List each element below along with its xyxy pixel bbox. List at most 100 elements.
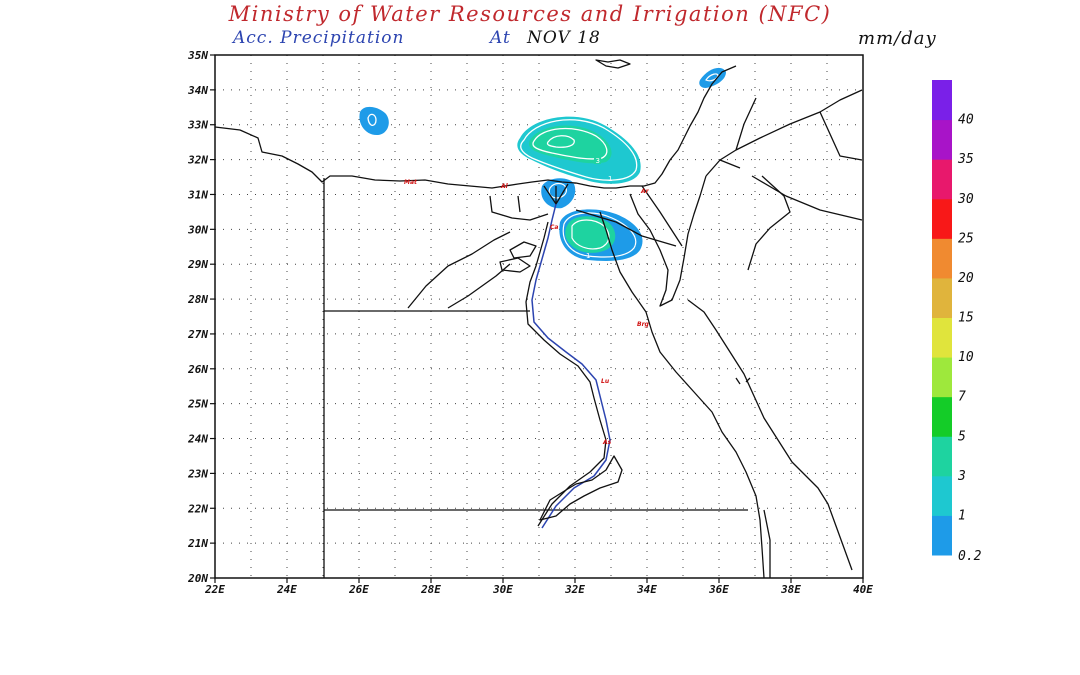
arabia-interior-borders (747, 111, 863, 271)
colorbar-label: 40 (958, 113, 974, 128)
colorbar-segment (932, 475, 952, 516)
date-label: NOV 18 (527, 28, 601, 48)
contour-label: 1 (586, 252, 590, 260)
precip-contour (562, 212, 637, 258)
sinai-east-coast (629, 175, 707, 307)
colorbar-segment (932, 119, 952, 160)
gulf-of-suez-west (599, 211, 765, 578)
lat-tick-label: 29N (187, 258, 208, 271)
mediterranean-coastline (215, 65, 737, 189)
colorbar-segment (932, 238, 952, 279)
colorbar-segment (932, 198, 952, 239)
lake-nasser (539, 455, 623, 521)
at-label: At (490, 28, 511, 48)
lon-tick-label: 34E (636, 583, 657, 596)
lon-tick-label: 28E (420, 583, 441, 596)
lat-tick-label: 27N (187, 328, 208, 341)
precip-cell-levant (699, 67, 726, 88)
lon-tick-label: 40E (853, 583, 873, 596)
chart-title: Ministry of Water Resources and Irrigati… (228, 2, 832, 26)
qattara-depression (499, 257, 531, 273)
longitude-ticks: 22E 24E 26E 28E 30E 32E 34E 36E 38E 40E (204, 578, 873, 596)
units-label: mm/day (858, 28, 937, 49)
city-label: Ca (550, 224, 558, 231)
colorbar-label: 0.2 (958, 549, 982, 564)
precip-contour (532, 127, 608, 160)
contour-label: 1 (608, 175, 612, 183)
lat-tick-label: 25N (187, 398, 208, 411)
precip-contour (520, 119, 638, 181)
colorbar-label: 35 (957, 152, 974, 167)
contour-label-box (594, 156, 601, 164)
lat-tick-label: 26N (187, 363, 208, 376)
nile-river (531, 203, 611, 529)
colorbar-segment (932, 357, 952, 398)
colorbar-label: 10 (958, 350, 974, 365)
city-label: As (602, 439, 612, 446)
colorbar-segment (932, 317, 952, 358)
precip-contour (546, 135, 575, 148)
delta-arms (543, 183, 569, 205)
lon-tick-label: 30E (492, 583, 513, 596)
sudan-red-sea-state (763, 509, 771, 578)
colorbar-segment (932, 436, 952, 477)
lat-tick-label: 22N (187, 502, 208, 515)
western-desert-roads (407, 231, 511, 309)
nile-river-banks (525, 221, 607, 527)
colorbar-label: 3 (957, 469, 966, 484)
colorbar-label: 1 (958, 508, 966, 523)
lon-tick-label: 32E (564, 583, 585, 596)
levant-borders (705, 89, 863, 221)
precip-contour (571, 219, 610, 250)
colorbar-segment (932, 396, 952, 437)
colorbar-label: 20 (958, 271, 974, 286)
colorbar-segment (932, 277, 952, 318)
fayoum-depression (509, 241, 537, 259)
colorbar-label: 7 (958, 390, 966, 405)
colorbar-segment (932, 159, 952, 200)
lat-tick-label: 32N (187, 154, 208, 167)
colorbar-label: 15 (958, 311, 974, 326)
cyprus-coast (595, 59, 631, 69)
lat-tick-label: 30N (187, 223, 208, 236)
city-label: Brg (637, 321, 650, 328)
latitude-ticks: 35N 34N 33N 32N 31N 30N 29N 28N 27N 26N 25N 24N 23N 2… (187, 49, 215, 585)
lat-tick-label: 31N (187, 188, 208, 201)
city-labels: Mat Al Ar Ca Brg Lu As (404, 179, 650, 446)
map-frame (214, 54, 864, 579)
colorbar-segment (932, 515, 952, 556)
city-label: Al (500, 183, 509, 190)
delta-governorate-lines (489, 195, 677, 247)
sinai-border (641, 185, 683, 247)
lat-tick-label: 24N (187, 433, 208, 446)
city-label: Mat (404, 179, 418, 186)
lat-tick-label: 35N (187, 49, 208, 62)
lon-tick-label: 38E (780, 583, 801, 596)
product-label: Acc. Precipitation (233, 28, 405, 48)
lon-tick-label: 24E (276, 583, 297, 596)
lon-tick-label: 26E (348, 583, 369, 596)
lon-tick-label: 36E (708, 583, 729, 596)
colorbar-segment (932, 80, 952, 121)
contour-labels: 3 1 1 (586, 156, 612, 260)
lat-tick-label: 28N (187, 293, 208, 306)
lat-tick-label: 20N (187, 572, 208, 585)
precip-cell-libya-offshore (359, 106, 389, 136)
lat-tick-label: 33N (187, 119, 208, 132)
city-label: Ar (640, 188, 650, 195)
city-label: Lu (601, 378, 610, 385)
precip-contour (367, 113, 377, 127)
colorbar-label: 25 (958, 231, 974, 246)
red-sea-east-coast (687, 299, 853, 571)
colorbar-label: 5 (958, 429, 966, 444)
colorbar-label: 30 (957, 192, 974, 207)
contour-label: 3 (596, 157, 600, 165)
lat-tick-label: 23N (187, 467, 208, 480)
precip-cell-delta-offshore-core (528, 125, 612, 164)
lon-tick-label: 22E (204, 583, 225, 596)
red-sea-islands (735, 377, 751, 385)
lat-tick-label: 21N (187, 537, 208, 550)
lat-tick-label: 34N (187, 84, 208, 97)
